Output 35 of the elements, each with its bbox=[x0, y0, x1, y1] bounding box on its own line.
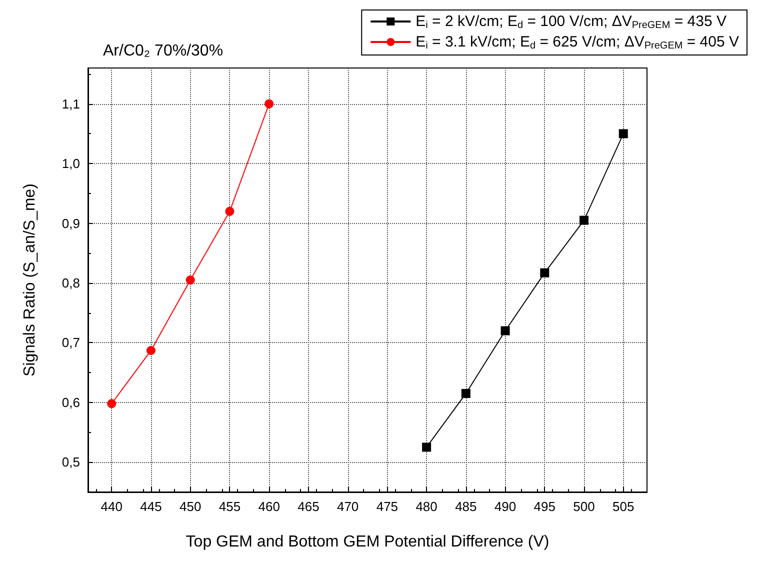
x-tick-label: 460 bbox=[258, 499, 280, 514]
y-tick-label: 0,5 bbox=[62, 454, 80, 470]
y-tick-label: 0,7 bbox=[62, 335, 80, 350]
x-tick-label: 470 bbox=[336, 499, 359, 514]
x-tick-label: 455 bbox=[218, 499, 241, 514]
y-tick-label: 1,0 bbox=[62, 156, 80, 172]
x-axis-title: Top GEM and Bottom GEM Potential Difference (V) bbox=[186, 534, 550, 550]
point bbox=[500, 326, 510, 336]
x-tick-label: 505 bbox=[612, 499, 634, 514]
point bbox=[186, 276, 195, 284]
point bbox=[422, 442, 432, 452]
x-tick-label: 440 bbox=[100, 499, 122, 514]
point bbox=[618, 129, 628, 138]
y-tick-label: 0,6 bbox=[62, 394, 80, 410]
x-tick-label: 495 bbox=[534, 499, 556, 514]
x-tick-label: 480 bbox=[416, 499, 438, 514]
x-tick-label: 450 bbox=[180, 499, 202, 514]
point bbox=[107, 399, 116, 408]
chart-title: Ar/C0₂ 70%/30% bbox=[103, 42, 224, 60]
y-tick-label: 0,8 bbox=[62, 275, 80, 290]
x-tick-label: 485 bbox=[455, 499, 477, 514]
x-tick-label: 475 bbox=[376, 499, 398, 514]
y-axis-title: Signals Ratio (S_an/S_me) bbox=[22, 184, 38, 376]
point bbox=[146, 346, 156, 355]
point bbox=[580, 216, 589, 225]
x-tick-label: 445 bbox=[140, 499, 162, 514]
x-tick-label: 465 bbox=[298, 499, 320, 514]
y-tick-label: 0,9 bbox=[62, 216, 80, 231]
x-tick-label: 490 bbox=[494, 499, 516, 514]
point bbox=[540, 268, 550, 278]
point bbox=[264, 99, 274, 108]
x-tick-label: 500 bbox=[573, 499, 595, 514]
y-tick-label: 1,1 bbox=[62, 96, 80, 112]
point bbox=[461, 388, 470, 398]
point bbox=[225, 206, 234, 216]
